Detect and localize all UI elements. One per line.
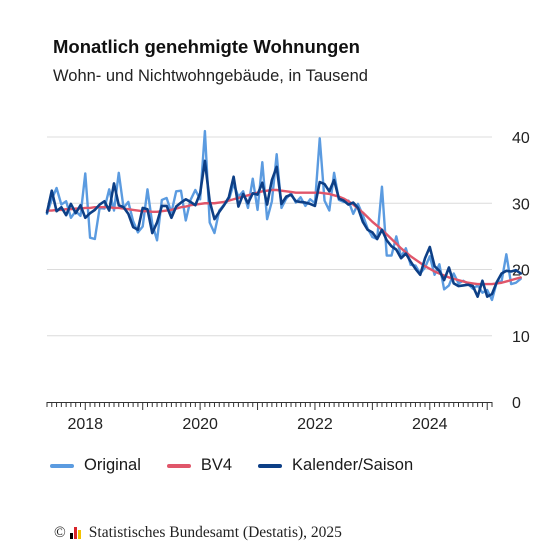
y-tick-label-40: 40 [512, 130, 530, 147]
x-tick-label-2024: 2024 [412, 416, 448, 433]
y-tick-label-30: 30 [512, 196, 530, 213]
y-tick-label-10: 10 [512, 329, 530, 346]
x-tick-label-2018: 2018 [67, 416, 103, 433]
chart-title: Monatlich genehmigte Wohnungen [53, 36, 360, 57]
destatis-logo-icon [69, 527, 81, 539]
legend-swatch-original [50, 463, 74, 468]
source-text: Statistisches Bundesamt (Destatis), 2025 [88, 524, 342, 541]
y-tick-label-0: 0 [512, 395, 521, 412]
y-tick-label-20: 20 [512, 263, 530, 280]
legend-item-original[interactable]: Original [50, 456, 141, 475]
legend-swatch-kalender-saison [258, 463, 283, 468]
legend-label-original: Original [84, 456, 141, 474]
series-line-original [45, 129, 522, 302]
series-line-kalender-saison [45, 159, 523, 298]
chart-subtitle: Wohn- und Nichtwohngebäude, in Tausend [53, 67, 368, 85]
source-footer: © Statistisches Bundesamt (Destatis), 20… [54, 524, 342, 542]
legend-item-bv4[interactable]: BV4 [166, 456, 233, 475]
x-tick-label-2020: 2020 [182, 416, 218, 433]
legend-item-kalender-saison[interactable]: Kalender/Saison [258, 456, 413, 475]
legend-label-kalender-saison: Kalender/Saison [292, 456, 414, 474]
legend-swatch-bv4 [166, 463, 191, 468]
legend-label-bv4: BV4 [200, 456, 233, 474]
copyright-symbol: © [54, 524, 66, 541]
chart-legend: Original BV4 Kalender/Saison [50, 456, 413, 475]
x-tick-label-2022: 2022 [297, 416, 333, 433]
